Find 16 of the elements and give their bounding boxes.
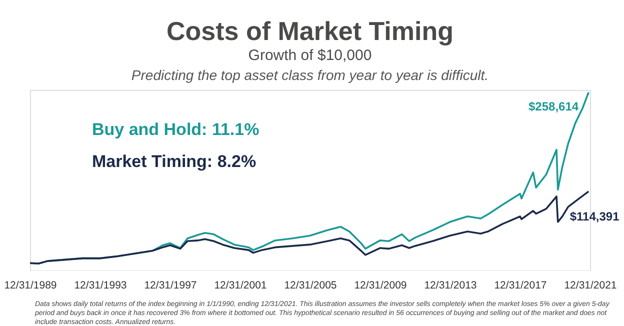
data-label: $114,391 bbox=[570, 209, 620, 224]
x-tick-label: 12/31/1997 bbox=[144, 280, 197, 292]
text: Market Timing: 8.2% bbox=[92, 152, 256, 171]
text: Buy and Hold: 11.1% bbox=[92, 120, 260, 139]
data-label: $258,614 bbox=[528, 99, 579, 114]
text: Predicting the top asset class from year to year is difficult. bbox=[131, 67, 489, 83]
x-tick-label: 12/31/2021 bbox=[564, 280, 617, 292]
x-tick-label: 12/31/2017 bbox=[494, 280, 547, 292]
x-tick-label: 12/31/2001 bbox=[214, 280, 267, 292]
x-tick-label: 12/31/2005 bbox=[284, 280, 337, 292]
x-tick-label: 12/31/1993 bbox=[74, 280, 127, 292]
x-tick-label: 12/31/1989 bbox=[4, 280, 57, 292]
chart-subtitle: Growth of $10,000 bbox=[248, 47, 372, 64]
x-tick-label: 12/31/2009 bbox=[354, 280, 407, 292]
x-tick-label: 12/31/2013 bbox=[424, 280, 477, 292]
chart-title: Costs of Market Timing bbox=[166, 16, 454, 46]
